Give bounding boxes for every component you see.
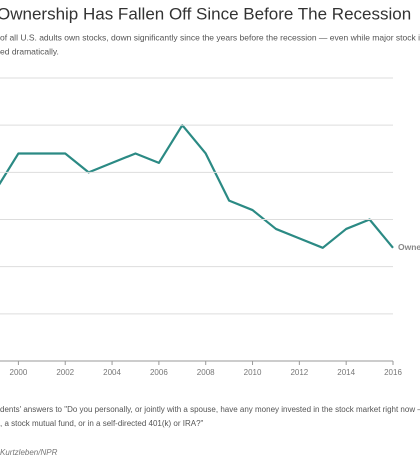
chart-title: Ownership Has Fallen Off Since Before Th… xyxy=(0,4,411,23)
plot xyxy=(0,124,394,249)
subtitle: of all U.S. adults own stocks, down sign… xyxy=(0,32,420,42)
x-tick-label: 2016 xyxy=(384,368,402,377)
x-tick-label: 2008 xyxy=(197,368,215,377)
x-tick-label: 2004 xyxy=(103,368,121,377)
source: Kurtzleben/NPR xyxy=(0,448,58,457)
series-label: Owne xyxy=(398,242,420,252)
footnote: dents' answers to "Do you personally, or… xyxy=(0,405,420,414)
x-tick-label: 2012 xyxy=(290,368,308,377)
x-tick-label: 2002 xyxy=(56,368,74,377)
x-tick-label: 2010 xyxy=(244,368,262,377)
x-tick-label: 2014 xyxy=(337,368,355,377)
subtitle: ed dramatically. xyxy=(0,46,59,56)
footnote: , a stock mutual fund, or in a self-dire… xyxy=(0,419,204,428)
series-line xyxy=(0,124,394,249)
x-tick-label: 2000 xyxy=(10,368,28,377)
x-tick-label: 2006 xyxy=(150,368,168,377)
